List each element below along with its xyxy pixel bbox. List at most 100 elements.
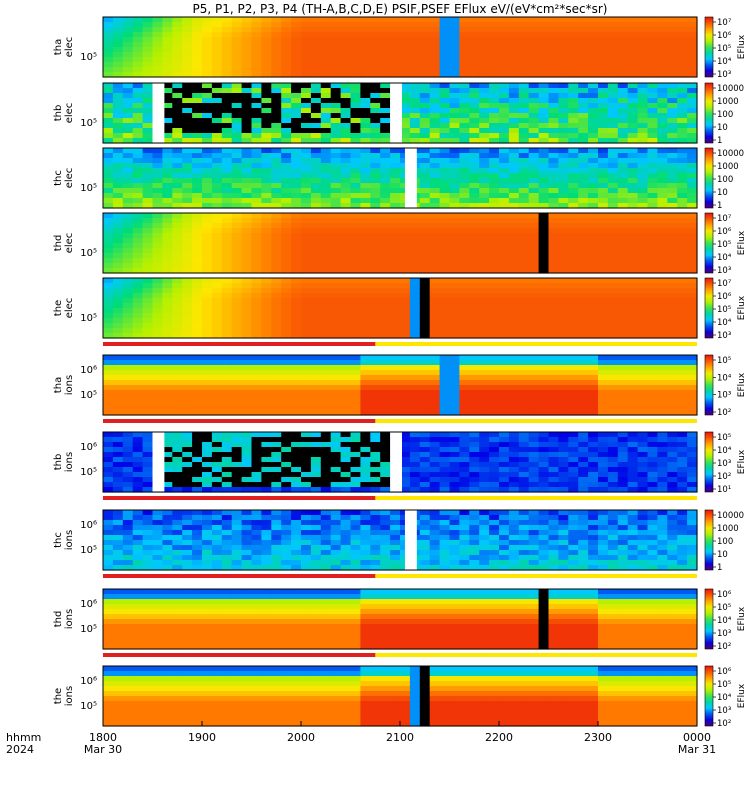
panel-thc-ions-colorbar-tick: 100 [717, 537, 733, 547]
panel-the-ions-colorbar-tick: 10² [717, 719, 731, 729]
panel-tha-ions-ylabel: thaions [53, 375, 75, 395]
panel-thc-ions-ylabel: thcions [53, 530, 75, 550]
panel-the-ions-ytick-upper: 10⁶ [80, 676, 97, 687]
panel-thc-ions-colorbar-tick: 10000 [717, 511, 744, 521]
panel-thc-elec-colorbar-tick: 1 [717, 201, 722, 211]
panel-thb-elec-cells [103, 83, 698, 144]
panel-thb-elec-colorbar-tick: 1000 [717, 97, 739, 107]
panel-the-elec-colorbar-tick: 10⁷ [717, 279, 732, 289]
panel-thc-ions-colorbar-tick: 10 [717, 550, 728, 560]
panel-thb-ions-gap [390, 432, 402, 492]
panel-the-elec-indicator-bar [103, 342, 697, 346]
panel-tha-ions-frame [102, 354, 698, 416]
panel-thd-elec-colorbar-tick: 10⁵ [717, 240, 731, 250]
panel-the-ions-colorbar-tick: 10⁶ [717, 667, 732, 677]
panel-the-elec: theelec 10⁵ 10⁷ 10⁶ 10⁵ 10⁴ 10³ EFlux [53, 277, 747, 346]
time-axis: 1800 1900 2000 2100 2200 2300 0000 Mar 30 Mar 31… [6, 721, 716, 756]
panel-thd-ions: thdions 10⁵ 10⁶ 10⁶ 10⁵ 10⁴ 10³ 10² EFlux [53, 588, 747, 657]
panel-thb-elec: thbelec 10⁵ 10000 1000 100 10 1 [53, 82, 744, 146]
panel-tha-ions-colorbar-tick: 10² [717, 408, 731, 418]
panel-tha-elec-frame [102, 16, 698, 78]
panel-tha-ions-ytick-upper: 10⁶ [80, 365, 97, 376]
panel-thc-ions-colorbar [704, 509, 714, 571]
chart-title: P5, P1, P2, P3, P4 (TH-A,B,C,D,E) PSIF,P… [193, 2, 608, 16]
panel-thd-elec-ylabel: thdelec [53, 233, 75, 254]
panel-tha-ions-ytick: 10⁵ [80, 390, 97, 401]
panel-thd-ions-colorbar-tick: 10⁴ [717, 616, 732, 626]
panel-tha-elec-colorbar-tick: 10⁴ [717, 57, 732, 67]
panel-thb-elec-colorbar [704, 82, 714, 144]
panel-thb-ions: thbions 10⁵ 10⁶ 10⁵ 10⁴ 10³ 10² 10¹ EFlux [53, 431, 747, 500]
panel-thb-ions-indicator-bar [103, 496, 697, 500]
panel-thd-ions-colorbar-tick: 10⁵ [717, 603, 731, 613]
panel-thc-elec-gap [404, 148, 417, 208]
panel-the-elec-colorbar-tick: 10³ [717, 331, 731, 341]
panel-the-ions-colorbar-label: EFlux [737, 683, 747, 708]
panel-thd-ions-colorbar-tick: 10³ [717, 629, 731, 639]
panel-thc-ions-gap [404, 510, 417, 570]
panel-thb-ions-gap [152, 432, 165, 492]
panel-the-elec-colorbar [704, 277, 714, 339]
date-label: Mar 30 [84, 743, 122, 756]
panel-tha-elec-colorbar-tick: 10⁵ [717, 44, 731, 54]
panel-thb-ions-ytick: 10⁵ [80, 467, 97, 478]
panel-thd-ions-colorbar-tick: 10² [717, 642, 731, 652]
panel-thc-ions-ytick: 10⁵ [80, 545, 97, 556]
panel-tha-ions-indicator-red [103, 419, 376, 423]
date-label: Mar 31 [678, 743, 716, 756]
panel-thc-elec-colorbar-tick: 1000 [717, 162, 739, 172]
panel-thd-ions-colorbar-label: EFlux [737, 606, 747, 631]
panel-thd-elec-ytick: 10⁵ [80, 248, 97, 259]
time-axis-label: hhmm [6, 731, 41, 744]
panel-the-elec-indicator-red [103, 342, 376, 346]
panel-thd-ions-colorbar-tick: 10⁶ [717, 590, 732, 600]
panel-thc-elec-colorbar-tick: 10000 [717, 149, 744, 159]
panel-the-elec-ytick: 10⁵ [80, 313, 97, 324]
panel-thb-elec-colorbar-tick: 10000 [717, 84, 744, 94]
panel-tha-elec: thaelec 10⁵ 10⁷ 10⁶ 10⁵ 10⁴ 10³ EFlux [53, 16, 747, 80]
panels: thaelec 10⁵ 10⁷ 10⁶ 10⁵ 10⁴ 10³ EFlux thbelec 10⁵… [53, 16, 747, 729]
panel-thc-elec-colorbar-tick: 10 [717, 188, 728, 198]
panel-thd-elec-colorbar-tick: 10³ [717, 266, 731, 276]
panel-thd-ions-cells [103, 589, 698, 650]
panel-the-ions-colorbar-tick: 10⁴ [717, 693, 732, 703]
panel-thb-ions-colorbar-tick: 10³ [717, 459, 731, 469]
panel-thc-elec: thcelec 10⁵ 10000 1000 100 10 1 [53, 147, 744, 211]
panel-thc-elec-colorbar-tick: 100 [717, 175, 733, 185]
time-tick-label: 1900 [188, 731, 216, 744]
panel-the-ions-colorbar [704, 665, 714, 727]
panel-tha-elec-colorbar-tick: 10³ [717, 70, 731, 80]
panel-tha-ions-colorbar-tick: 10⁵ [717, 356, 731, 366]
panel-the-ions-colorbar-tick: 10³ [717, 706, 731, 716]
panel-thd-ions-ytick: 10⁵ [80, 624, 97, 635]
panel-thd-elec-frame [102, 212, 698, 274]
panel-tha-ions-indicator-bar [103, 419, 697, 423]
panel-tha-elec-ytick: 10⁵ [80, 52, 97, 63]
panel-tha-elec-colorbar-tick: 10⁶ [717, 31, 732, 41]
panel-thb-elec-gap [152, 83, 165, 143]
panel-tha-ions-cells [103, 355, 698, 416]
panel-thc-elec-ytick: 10⁵ [80, 183, 97, 194]
panel-thc-ions-colorbar-tick: 1000 [717, 524, 739, 534]
panel-the-elec-cells [103, 278, 698, 339]
panel-tha-ions: thaions 10⁵ 10⁶ 10⁵ 10⁴ 10³ 10² EFlux [53, 354, 747, 423]
panel-the-elec-colorbar-tick: 10⁴ [717, 318, 732, 328]
panel-thc-ions: thcions 10⁵ 10⁶ 10000 1000 100 10 1 [53, 509, 744, 578]
panel-tha-elec-colorbar-tick: 10⁷ [717, 18, 732, 28]
panel-tha-elec-colorbar [704, 16, 714, 78]
panel-thd-ions-ylabel: thdions [53, 609, 75, 629]
year-label: 2024 [6, 743, 34, 756]
panel-thd-ions-colorbar [704, 588, 714, 650]
panel-thc-ions-indicator-bar [103, 574, 697, 578]
panel-the-ions: theions 10⁵ 10⁶ 10⁶ 10⁵ 10⁴ 10³ 10² EFlux [53, 665, 747, 729]
time-tick-label: 2300 [584, 731, 612, 744]
panel-thb-ions-colorbar-tick: 10⁴ [717, 446, 732, 456]
time-tick-label: 2100 [386, 731, 414, 744]
panel-the-elec-ylabel: theelec [53, 298, 75, 319]
panel-thd-ions-ytick-upper: 10⁶ [80, 599, 97, 610]
panel-thd-elec: thdelec 10⁵ 10⁷ 10⁶ 10⁵ 10⁴ 10³ EFlux [53, 212, 747, 276]
panel-thc-ions-colorbar-tick: 1 [717, 563, 722, 573]
panel-tha-ions-colorbar [704, 354, 714, 416]
